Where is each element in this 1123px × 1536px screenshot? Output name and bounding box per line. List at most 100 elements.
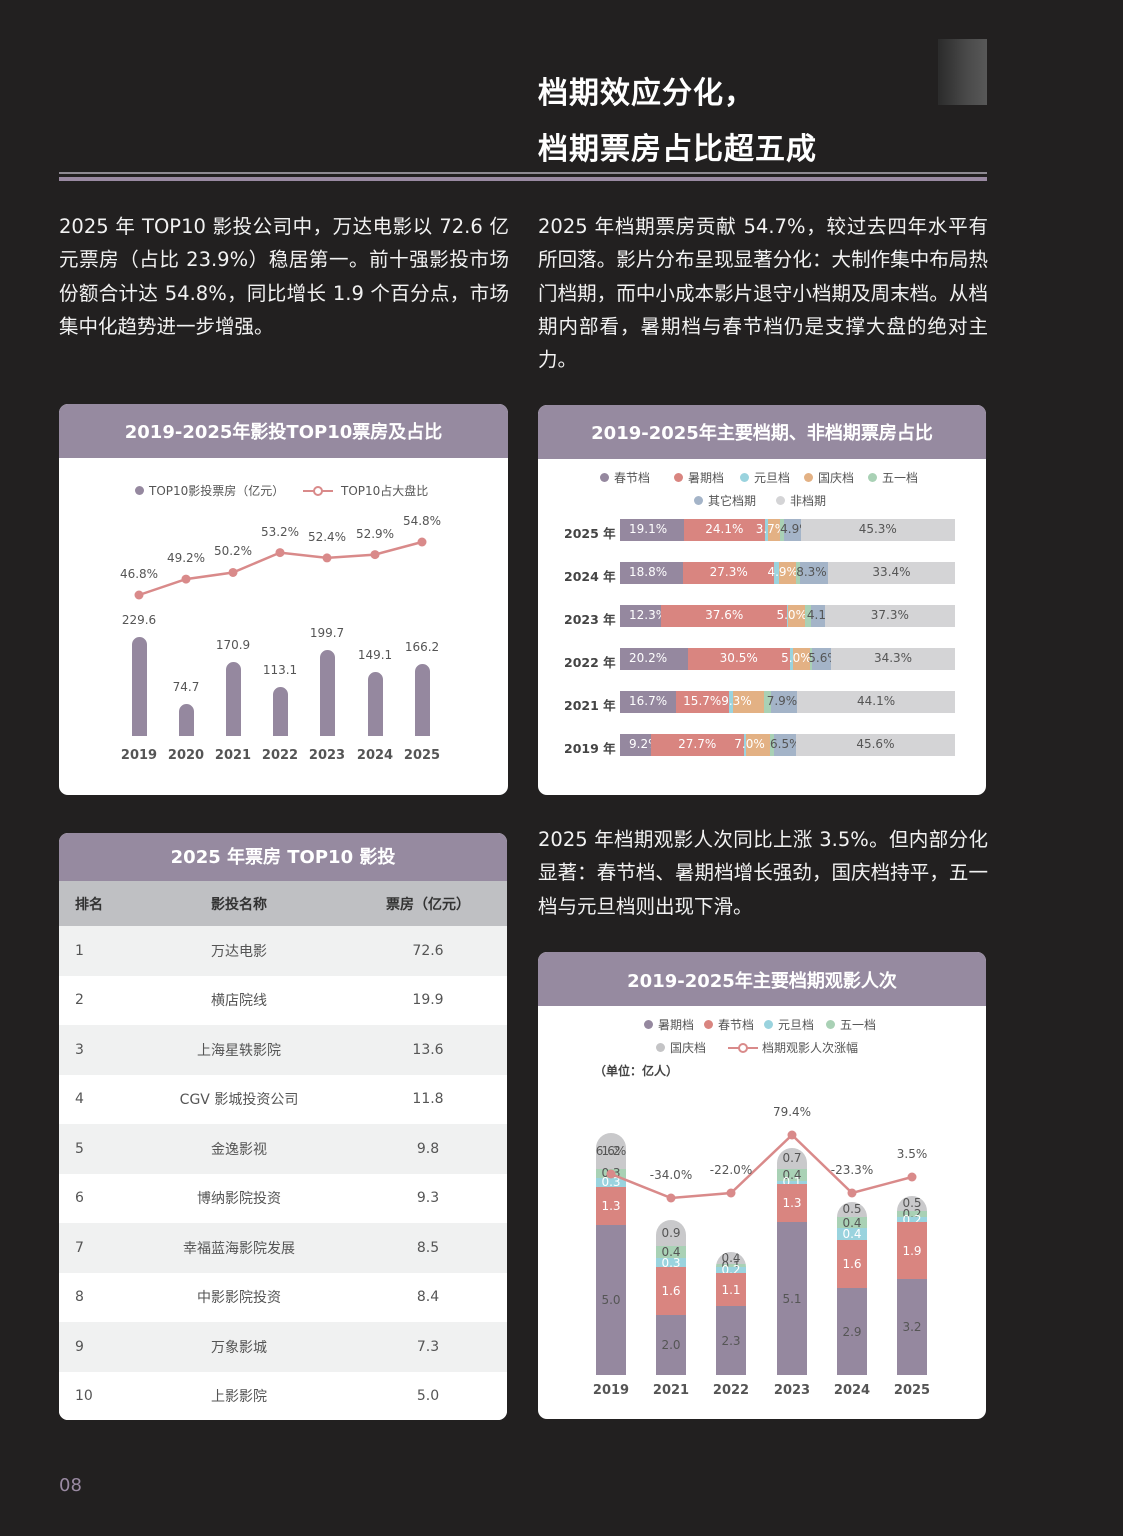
segment-value-label: 45.3% xyxy=(858,522,897,536)
company-name-cell: 横店院线 xyxy=(129,975,349,1025)
bar-segment: 4.1% xyxy=(807,605,837,627)
legend-item: 暑期档 xyxy=(644,1016,694,1033)
segment-value-label: 44.1% xyxy=(857,694,896,708)
stacked-bar: 0.7 0.4 0.1 1.3 5.1 xyxy=(777,1147,807,1375)
rank-cell: 6 xyxy=(59,1173,129,1223)
share-line xyxy=(134,537,427,600)
segment-value-label: 0.4 xyxy=(782,1167,802,1182)
bar-segment: 2.9 xyxy=(837,1288,867,1375)
boxoffice-cell: 8.4 xyxy=(349,1272,507,1322)
bar-segment: 1.2 xyxy=(596,1132,626,1169)
company-name-cell: 上影影院 xyxy=(129,1371,349,1420)
column-header-rank: 排名 xyxy=(59,881,129,926)
legend-item: 非档期 xyxy=(776,492,826,509)
legend-label: 国庆档 xyxy=(670,1041,707,1055)
bar-segment xyxy=(805,605,811,627)
segment-value-label: 1.1 xyxy=(721,1282,741,1297)
page-title: 档期效应分化， 档期票房占比超五成 xyxy=(538,66,817,178)
legend-label: 五一档 xyxy=(882,471,919,485)
title-line-1: 档期效应分化， xyxy=(538,76,755,111)
legend-label: TOP10占大盘比 xyxy=(341,484,429,498)
segment-value-label: 37.6% xyxy=(705,608,744,622)
legend-item: 元旦档 xyxy=(764,1016,814,1033)
bar-segment: 7.9% xyxy=(767,691,797,713)
bar-segment: 0.3 xyxy=(656,1257,686,1269)
legend-dot-icon xyxy=(694,496,703,505)
segment-value-label: 1.6 xyxy=(842,1257,862,1272)
line-value-label: 46.8% xyxy=(119,567,159,581)
line-value-label: -23.3% xyxy=(830,1163,874,1177)
bar-segment: 5.1 xyxy=(777,1222,807,1375)
bar-segment: 33.4% xyxy=(827,562,955,584)
bar-segment: 1.1 xyxy=(716,1273,746,1307)
line-value-label: 49.2% xyxy=(166,551,206,566)
divider-thin xyxy=(59,172,987,174)
segment-value-label: 2.0 xyxy=(661,1338,681,1353)
legend-item: 暑期档 xyxy=(674,469,724,486)
line-value-label: 6.6% xyxy=(595,1144,627,1158)
boxoffice-cell: 7.3 xyxy=(349,1322,507,1372)
legend-dot-icon xyxy=(804,473,813,482)
growth-line xyxy=(606,1130,917,1203)
segment-value-label: 3.2 xyxy=(902,1320,922,1335)
table-row: 2 横店院线 19.9 xyxy=(59,975,507,1025)
table-row: 1 万达电影 72.6 xyxy=(59,926,507,976)
chart-title: 2019-2025年主要档期观影人次 xyxy=(538,952,986,1006)
bar-segment: 0.4 xyxy=(777,1169,807,1181)
company-name-cell: 万达电影 xyxy=(129,926,349,976)
bar-segment: 45.6% xyxy=(795,734,955,756)
legend-dot-icon xyxy=(600,473,609,482)
stacked-bar-track: 12.3% 37.6% 5.0% 4.1% 37.3% xyxy=(620,605,955,627)
bar xyxy=(272,687,288,736)
segment-value-label: 20.2% xyxy=(629,651,668,665)
column-header-name: 影投名称 xyxy=(129,881,349,926)
bar-value-label: 229.6 xyxy=(121,612,157,627)
bar-segment: 45.3% xyxy=(800,519,955,541)
company-name-cell: 上海星轶影院 xyxy=(129,1025,349,1075)
bar-segment: 5.0% xyxy=(776,605,807,627)
decorative-square xyxy=(938,39,987,105)
segment-value-label: 27.3% xyxy=(709,565,748,579)
chart-card-attendance: 2019-2025年主要档期观影人次 暑期档 春节档 元旦档 五一档 国庆档 档期观影人次… xyxy=(538,952,986,1419)
bar-segment: 0.9 xyxy=(656,1219,686,1247)
legend-label: 暑期档 xyxy=(658,1018,695,1032)
legend-dot-icon xyxy=(674,473,683,482)
boxoffice-cell: 13.6 xyxy=(349,1025,507,1075)
legend-dot-icon xyxy=(704,1020,713,1029)
bar-value-label: 170.9 xyxy=(215,638,251,653)
rank-cell: 9 xyxy=(59,1322,129,1372)
bar-segment: 9.3% xyxy=(721,691,765,713)
row-label: 2022 年 xyxy=(564,655,616,670)
legend-label: 非档期 xyxy=(790,494,827,508)
bar-segment: 9.2% xyxy=(620,734,660,756)
segment-value-label: 0.5 xyxy=(902,1196,922,1211)
legend-label: 国庆档 xyxy=(818,471,855,485)
bar-segment: 3.7% xyxy=(756,519,786,541)
bar-segment: 7.0% xyxy=(734,734,770,756)
segment-value-label: 0.4 xyxy=(842,1227,862,1242)
bar xyxy=(367,671,383,736)
legend-item: 国庆档 xyxy=(656,1039,706,1056)
bar-segment: 3.2 xyxy=(897,1279,927,1375)
segment-value-label: 0.4 xyxy=(721,1252,741,1266)
bar-segment: 0.7 xyxy=(777,1147,807,1169)
bar-segment: 37.6% xyxy=(661,605,788,627)
x-axis-label: 2025 xyxy=(403,748,441,763)
rank-cell: 10 xyxy=(59,1371,129,1420)
legend-item: 元旦档 xyxy=(740,469,790,486)
bar-segment: 5.0 xyxy=(596,1225,626,1375)
segment-value-label: 0.9 xyxy=(661,1225,681,1240)
x-axis-label: 2023 xyxy=(308,748,346,763)
bar-segment: 1.6 xyxy=(656,1267,686,1316)
line-value-label: 54.8% xyxy=(402,514,442,528)
bar xyxy=(225,662,241,736)
segment-value-label: 1.9 xyxy=(902,1243,922,1258)
rank-cell: 7 xyxy=(59,1223,129,1273)
segment-value-label: 4.9% xyxy=(767,565,798,579)
bar-segment: 0.5 xyxy=(837,1201,867,1217)
bar-value-label: 199.7 xyxy=(309,625,345,640)
segment-value-label: 45.6% xyxy=(856,737,895,751)
bar-value-label: 166.2 xyxy=(404,640,440,655)
bar-value-label: 113.1 xyxy=(262,663,298,678)
legend-line-marker-icon xyxy=(728,1043,758,1053)
